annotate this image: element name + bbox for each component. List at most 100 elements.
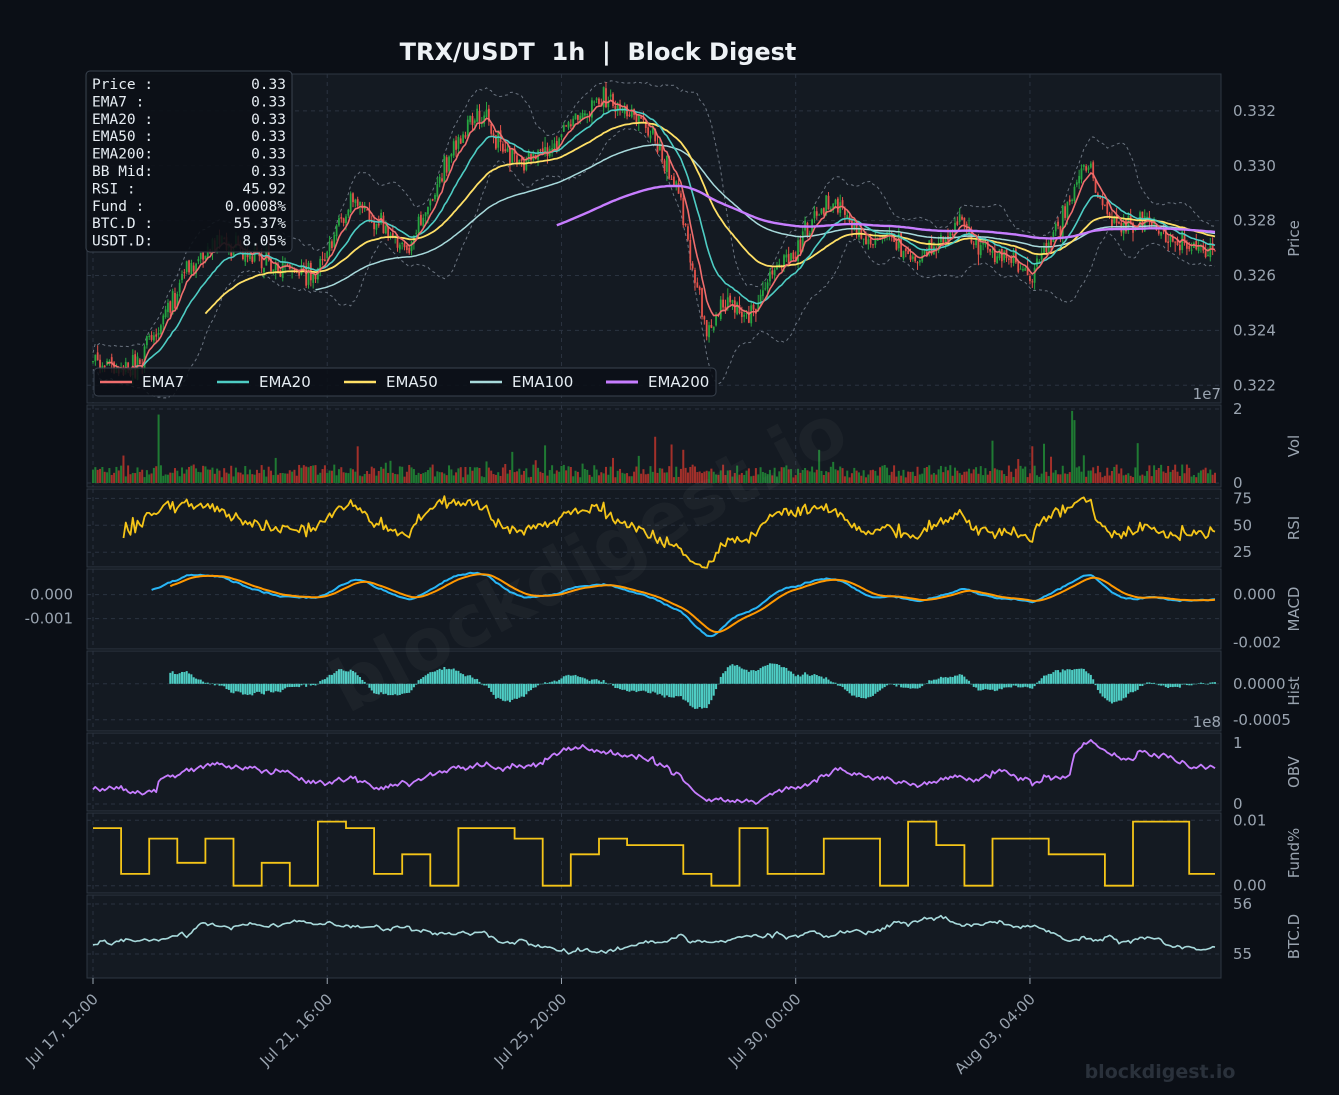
volume-bar — [928, 465, 931, 483]
hist-bar — [1124, 683, 1127, 698]
hist-bar — [1003, 683, 1006, 688]
candle-body — [808, 233, 811, 237]
y-tick-label: 55 — [1233, 945, 1252, 963]
volume-bar — [476, 467, 479, 483]
hist-bar — [295, 683, 298, 687]
volume-bar — [251, 474, 254, 483]
candle-body — [612, 93, 614, 107]
volume-bar — [1000, 470, 1003, 483]
candle-body — [298, 272, 301, 276]
hist-bar — [255, 683, 258, 692]
hist-bar — [405, 683, 408, 694]
candle-body — [1190, 249, 1193, 251]
hist-bar — [968, 680, 971, 684]
candle-body — [420, 214, 422, 225]
candle-body — [417, 216, 420, 234]
candle-body — [1066, 201, 1069, 219]
hist-bar — [576, 676, 579, 684]
volume-bar — [614, 477, 617, 483]
hist-bar — [366, 683, 369, 685]
info-value: 0.33 — [251, 77, 286, 93]
volume-bar — [986, 474, 989, 483]
candle-body — [836, 198, 839, 213]
hist-bar — [532, 683, 535, 688]
hist-bar — [642, 683, 645, 691]
volume-bar — [628, 476, 631, 483]
hist-bar — [433, 671, 436, 684]
hist-bar — [270, 683, 273, 693]
hist-bar — [998, 683, 1001, 689]
volume-bar — [790, 469, 793, 483]
volume-bar — [841, 468, 844, 483]
hist-bar — [195, 678, 198, 684]
hist-bar — [651, 683, 654, 692]
candle-body — [1087, 167, 1090, 170]
candle-body — [897, 233, 900, 249]
volume-bar — [668, 466, 671, 483]
hist-bar — [630, 683, 633, 691]
y-tick-label: 0.01 — [1233, 811, 1266, 829]
hist-bar — [1164, 683, 1167, 688]
hist-bar — [347, 671, 350, 684]
volume-bar — [1188, 467, 1191, 483]
volume-bar — [155, 466, 158, 483]
y-axis-label: Price — [1285, 220, 1303, 257]
volume-bar — [724, 475, 727, 483]
hist-bar — [740, 668, 743, 684]
candle-body — [464, 135, 467, 138]
volume-bar — [872, 469, 875, 483]
hist-bar — [895, 683, 898, 687]
volume-bar — [335, 475, 338, 483]
volume-bar — [768, 469, 771, 483]
hist-bar — [1028, 683, 1031, 689]
volume-bar — [626, 473, 629, 483]
hist-bar — [218, 683, 221, 686]
volume-bar — [991, 440, 994, 483]
candle-body — [663, 160, 666, 172]
candle-body — [982, 243, 985, 245]
hist-bar — [705, 683, 708, 709]
y-tick-label: 0 — [1233, 795, 1243, 813]
info-label: EMA7 : — [92, 94, 144, 110]
hist-bar — [572, 675, 575, 684]
volume-bar — [850, 473, 853, 483]
candle-body — [429, 200, 432, 206]
candle-body — [284, 264, 286, 266]
hist-bar — [881, 683, 884, 689]
volume-bar — [134, 473, 137, 483]
y-tick-label: 50 — [1233, 516, 1252, 534]
candle-body — [148, 336, 151, 338]
volume-bar — [1094, 473, 1097, 483]
hist-bar — [354, 672, 357, 684]
candle-body — [403, 243, 406, 248]
candle-body — [607, 100, 610, 108]
hist-bar — [775, 664, 778, 684]
volume-bar — [794, 475, 797, 483]
volume-bar — [1080, 471, 1083, 483]
hist-bar — [567, 674, 570, 684]
volume-bar — [818, 449, 821, 483]
candle-body — [274, 263, 277, 271]
hist-bar — [1178, 683, 1181, 688]
hist-bar — [394, 683, 397, 695]
hist-bar — [1174, 683, 1177, 687]
candle-body — [698, 286, 701, 291]
candle-body — [333, 235, 336, 247]
hist-bar — [1000, 683, 1003, 690]
hist-bar — [909, 683, 912, 689]
volume-bar — [1143, 475, 1146, 483]
candle-body — [956, 221, 959, 225]
hist-bar — [448, 668, 451, 684]
y-tick-label: 56 — [1233, 895, 1252, 913]
volume-bar — [426, 470, 429, 483]
hist-bar — [586, 679, 589, 684]
volume-bar — [333, 464, 336, 483]
volume-bar — [394, 473, 397, 483]
hist-bar — [181, 671, 184, 684]
volume-bar — [267, 466, 270, 483]
hist-bar — [1132, 683, 1135, 693]
candle-body — [188, 260, 190, 273]
candle-body — [923, 250, 926, 254]
hist-bar — [829, 681, 832, 684]
volume-bar — [1021, 468, 1024, 483]
